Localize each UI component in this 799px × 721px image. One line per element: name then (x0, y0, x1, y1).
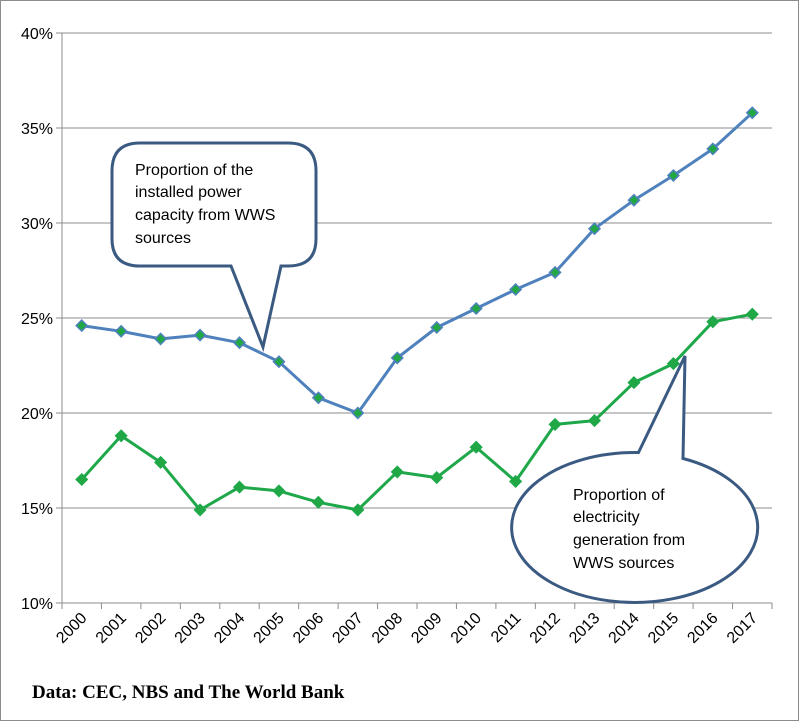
data-point (390, 351, 404, 365)
data-point (706, 142, 720, 156)
data-point (390, 465, 404, 479)
data-point (232, 480, 247, 494)
callout-generation-line-2: electricity (573, 509, 640, 526)
data-point (75, 319, 89, 333)
callout-generation: Proportion of electricity generation fro… (510, 355, 760, 604)
data-point (706, 315, 720, 329)
data-point (509, 474, 523, 488)
x-tick-label: 2001 (93, 610, 130, 647)
x-tick-label: 2012 (527, 610, 564, 647)
callout-capacity-bubble (110, 141, 318, 353)
series-line-2 (80, 312, 753, 512)
y-tick-label: 20% (21, 406, 53, 423)
y-tick-label: 35% (21, 121, 53, 138)
x-tick-label: 2002 (132, 610, 169, 647)
x-tick-label: 2006 (290, 610, 327, 647)
callout-capacity-line-1: Proportion of the (135, 162, 253, 179)
x-tick-label: 2016 (684, 610, 721, 647)
x-tick-label: 2003 (172, 610, 209, 647)
data-point (587, 414, 602, 428)
data-point (351, 503, 365, 517)
data-point (430, 320, 444, 335)
data-point (627, 193, 641, 207)
data-point (311, 495, 325, 509)
y-tick-label: 10% (21, 596, 53, 613)
data-point (75, 472, 89, 487)
x-tick-label: 2000 (53, 610, 90, 647)
y-tick-label: 40% (21, 26, 53, 43)
series-line-1 (81, 111, 754, 415)
data-point (193, 503, 207, 517)
data-point (114, 324, 128, 338)
data-point (154, 455, 168, 469)
x-tick-label: 2004 (211, 610, 248, 647)
x-tick-label: 2013 (566, 610, 603, 647)
data-point (193, 328, 207, 342)
x-tick-label: 2011 (488, 610, 524, 646)
callout-generation-line-3: generation from (573, 532, 685, 549)
data-point (666, 357, 680, 371)
source-note: Data: CEC, NBS and The World Bank (32, 682, 345, 703)
callout-capacity-line-2: installed power (135, 184, 242, 201)
callout-capacity-line-4: sources (135, 230, 191, 247)
data-point (469, 440, 483, 454)
data-point (114, 429, 128, 443)
x-tick-label: 2017 (724, 610, 761, 647)
data-point (430, 471, 444, 485)
callout-generation-line-1: Proportion of (573, 487, 665, 504)
x-tick-label: 2010 (448, 610, 485, 647)
x-tick-label: 2014 (606, 610, 643, 647)
data-point (154, 332, 168, 346)
callout-capacity: Proportion of the installed power capaci… (110, 141, 318, 353)
series-markers (75, 106, 759, 517)
y-tick-label: 15% (21, 501, 53, 518)
x-tick-label: 2008 (369, 610, 406, 647)
data-point (469, 301, 483, 316)
x-tick-label: 2005 (251, 610, 288, 647)
y-tick-label: 25% (21, 311, 53, 328)
data-point (548, 417, 562, 431)
data-point (272, 484, 286, 498)
data-point (745, 307, 759, 321)
callout-generation-line-4: WWS sources (573, 555, 674, 572)
callout-generation-bubble (510, 355, 760, 604)
x-tick-label: 2015 (645, 610, 682, 647)
data-point (627, 376, 641, 390)
data-point (745, 106, 759, 120)
series-lines (80, 111, 754, 512)
x-tick-label: 2009 (408, 610, 445, 647)
data-point (509, 282, 523, 297)
data-point (548, 265, 562, 279)
data-point (587, 222, 602, 236)
y-tick-label: 30% (21, 216, 53, 233)
data-point (232, 336, 247, 350)
data-point (311, 391, 325, 405)
callout-capacity-line-3: capacity from WWS (135, 207, 275, 224)
data-point (351, 406, 365, 420)
data-point (666, 168, 680, 183)
data-point (272, 355, 286, 369)
x-tick-label: 2007 (329, 610, 366, 647)
